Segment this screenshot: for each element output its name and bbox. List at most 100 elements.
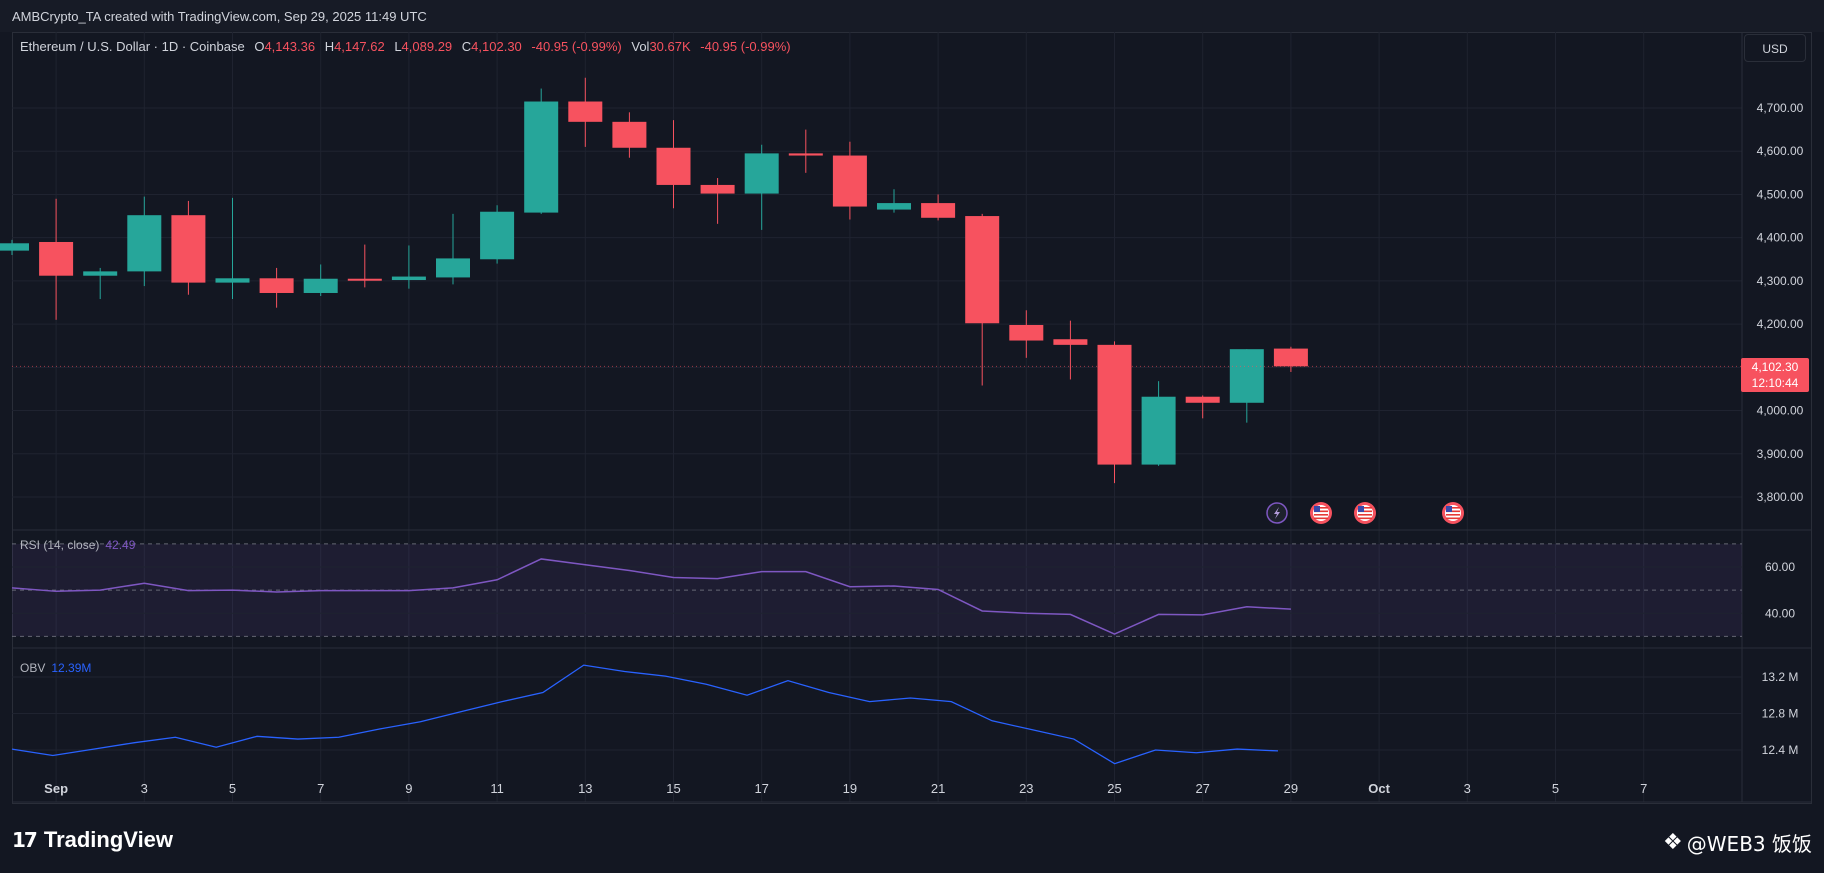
last-price-tag: 4,102.30 12:10:44 bbox=[1741, 358, 1809, 392]
us-flag-stripe bbox=[1446, 514, 1460, 516]
tradingview-logo[interactable]: 17 TradingView bbox=[12, 827, 173, 853]
lightning-icon[interactable] bbox=[1266, 502, 1288, 524]
x-tick-label: 25 bbox=[1107, 781, 1121, 796]
low-label: L bbox=[394, 39, 402, 54]
candle-body bbox=[0, 243, 29, 251]
us-flag-stripe bbox=[1314, 507, 1328, 509]
candle-body bbox=[877, 203, 911, 210]
bar-countdown: 12:10:44 bbox=[1751, 376, 1799, 390]
obv-tick-label: 12.4 M bbox=[1762, 743, 1799, 757]
grid-lines bbox=[12, 32, 1742, 802]
price-tick-label: 4,600.00 bbox=[1757, 144, 1804, 158]
x-tick-label: 3 bbox=[141, 781, 148, 796]
candle-body bbox=[965, 216, 1000, 324]
x-tick-label: 5 bbox=[1552, 781, 1559, 796]
credit-text: AMBCrypto_TA created with TradingView.co… bbox=[12, 9, 427, 24]
x-tick-label: 27 bbox=[1195, 781, 1209, 796]
candle-body bbox=[1185, 396, 1220, 403]
x-tick-label: 3 bbox=[1464, 781, 1471, 796]
price-tick-label: 3,800.00 bbox=[1757, 490, 1804, 504]
rsi-tick-label: 40.00 bbox=[1765, 606, 1795, 620]
candle-body bbox=[656, 147, 691, 185]
candle-body bbox=[215, 278, 250, 283]
us-flag-stripe bbox=[1358, 517, 1372, 520]
candle-body bbox=[832, 155, 867, 207]
x-tick-label: 7 bbox=[317, 781, 324, 796]
close-value: 4,102.30 bbox=[471, 39, 522, 54]
us-flag-stripe bbox=[1314, 510, 1328, 513]
x-tick-label: 29 bbox=[1284, 781, 1298, 796]
us-flag-stripe bbox=[1314, 517, 1328, 520]
event-markers bbox=[1266, 502, 1464, 524]
us-flag-canton bbox=[1358, 506, 1364, 512]
price-tick-label: 3,900.00 bbox=[1757, 447, 1804, 461]
rsi-line bbox=[11, 558, 1291, 635]
low-value: 4,089.29 bbox=[401, 39, 453, 54]
lightning-bolt bbox=[1274, 507, 1280, 519]
us-flag-stripe bbox=[1314, 514, 1328, 516]
rsi-label: RSI (14, close) bbox=[20, 538, 100, 552]
last-price: 4,102.30 bbox=[1751, 360, 1799, 374]
x-tick-label: Sep bbox=[44, 781, 68, 796]
watermark: ❖ @WEB3 饭饭 bbox=[1663, 829, 1812, 856]
candle-body bbox=[1097, 344, 1132, 465]
candle-body bbox=[524, 101, 559, 213]
us-flag-stripe bbox=[1446, 517, 1460, 520]
obv-line bbox=[11, 664, 1279, 765]
pane-separators bbox=[12, 32, 1812, 803]
x-tick-label: 13 bbox=[578, 781, 592, 796]
candle-body bbox=[347, 278, 382, 281]
us-flag-icon[interactable] bbox=[1354, 502, 1376, 524]
x-tick-label: 15 bbox=[666, 781, 680, 796]
chart-frame bbox=[12, 32, 1812, 804]
candle-body bbox=[436, 258, 470, 278]
tradingview-logo-text: TradingView bbox=[43, 827, 174, 852]
candle-body bbox=[1273, 348, 1308, 367]
rsi-pane: 60.00 40.00 bbox=[11, 543, 1795, 637]
us-flag-icon[interactable] bbox=[1310, 502, 1332, 524]
x-tick-label: 5 bbox=[229, 781, 236, 796]
us-flag-stripe bbox=[1358, 514, 1372, 516]
candle-body bbox=[612, 121, 647, 148]
candle-body bbox=[1229, 349, 1264, 403]
x-tick-label: 11 bbox=[490, 781, 504, 796]
candle-body bbox=[127, 215, 162, 272]
currency-button[interactable]: USD bbox=[1744, 34, 1806, 62]
us-flag-stripe bbox=[1446, 507, 1460, 509]
candle-body bbox=[1053, 339, 1088, 345]
diamond-icon: ❖ bbox=[1663, 829, 1683, 854]
candle-body bbox=[1009, 324, 1044, 341]
open-label: O bbox=[254, 39, 265, 54]
high-value: 4,147.62 bbox=[334, 39, 385, 54]
vol-label: Vol bbox=[631, 39, 650, 54]
tradingview-logo-icon: 17 bbox=[12, 828, 38, 852]
obv-legend: OBV 12.39M bbox=[20, 661, 91, 675]
rsi-legend: RSI (14, close) 42.49 bbox=[20, 538, 135, 552]
vol-change: -40.95 (-0.99%) bbox=[700, 39, 791, 54]
obv-pane: 13.2 M 12.8 M 12.4 M bbox=[11, 664, 1799, 765]
watermark-text: @WEB3 饭饭 bbox=[1686, 831, 1812, 856]
us-flag-canton bbox=[1314, 506, 1320, 512]
candle-body bbox=[83, 271, 118, 276]
us-flag-icon[interactable] bbox=[1442, 502, 1464, 524]
price-tick-label: 4,200.00 bbox=[1757, 317, 1804, 331]
price-tick-label: 4,500.00 bbox=[1757, 187, 1804, 201]
us-flag-stripe bbox=[1358, 507, 1372, 509]
candle-body bbox=[303, 278, 338, 293]
symbol-title[interactable]: Ethereum / U.S. Dollar · 1D · Coinbase bbox=[20, 39, 245, 54]
price-tick-label: 4,300.00 bbox=[1757, 274, 1804, 288]
candle-body bbox=[744, 153, 779, 194]
price-tick-label: 4,400.00 bbox=[1757, 231, 1804, 245]
obv-tick-label: 12.8 M bbox=[1762, 707, 1799, 721]
x-tick-label: 21 bbox=[931, 781, 945, 796]
x-tick-label: 19 bbox=[843, 781, 857, 796]
candle-body bbox=[700, 184, 735, 194]
rsi-value: 42.49 bbox=[105, 538, 136, 552]
change-value: -40.95 (-0.99%) bbox=[531, 39, 622, 54]
candle-body bbox=[1141, 396, 1176, 465]
x-tick-label: 9 bbox=[405, 781, 412, 796]
x-tick-label: Oct bbox=[1368, 781, 1390, 796]
candle-body bbox=[568, 101, 603, 122]
